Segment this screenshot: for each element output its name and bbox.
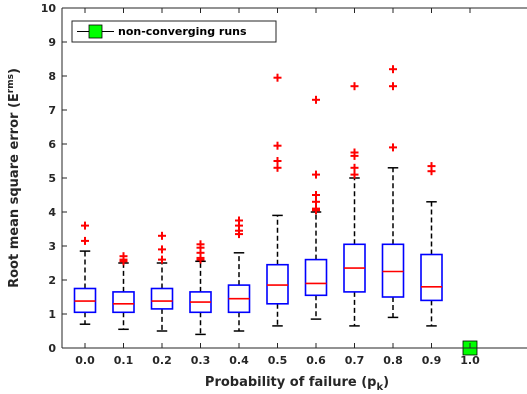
outlier-point	[273, 141, 282, 150]
outlier-point	[273, 163, 282, 172]
x-axis-label-subscript: k	[376, 382, 383, 393]
x-tick-label: 0.7	[345, 354, 365, 367]
outlier-point	[158, 255, 166, 264]
outlier-point	[119, 252, 128, 261]
box	[266, 263, 289, 305]
outlier-point	[389, 65, 397, 74]
outlier-point	[81, 236, 89, 245]
box	[150, 287, 174, 310]
x-tick-label: 0.0	[75, 354, 95, 367]
box	[112, 291, 135, 314]
y-tick-label: 6	[48, 138, 56, 151]
outlier-point	[312, 204, 320, 213]
box-group-0.8	[381, 65, 405, 319]
outlier-point	[273, 157, 282, 165]
outlier-point	[81, 221, 89, 230]
outlier-point	[312, 191, 320, 199]
outlier-point	[312, 197, 320, 206]
box	[381, 243, 405, 298]
x-tick-label: 0.1	[114, 354, 134, 367]
y-tick-label: 9	[48, 36, 56, 49]
outlier-point	[350, 170, 359, 179]
x-tick-label: 0.5	[268, 354, 288, 367]
outlier-point	[389, 82, 397, 91]
x-tick-label: 0.8	[383, 354, 403, 367]
outlier-point	[235, 216, 243, 225]
y-tick-label: 5	[48, 172, 56, 185]
outlier-point	[312, 170, 320, 179]
box-group-0.0	[73, 221, 97, 325]
outlier-point	[158, 231, 166, 240]
box-group-0.1	[112, 252, 135, 331]
plot-area	[62, 8, 527, 348]
box-group-0.3	[189, 240, 212, 336]
y-tick-label: 1	[48, 308, 56, 321]
outlier-point	[196, 240, 205, 249]
x-axis-label-main: Probability of failure (p	[205, 375, 377, 390]
legend-marker-green-square	[88, 24, 103, 39]
outlier-point	[158, 245, 166, 254]
legend-entry-label: non-converging runs	[118, 25, 247, 38]
x-tick-label: 0.3	[191, 354, 211, 367]
outlier-point	[312, 95, 320, 104]
x-tick-label: 1.0	[460, 354, 480, 367]
box	[420, 253, 443, 302]
y-axis-label-main: Root mean square error (E	[7, 93, 22, 288]
y-tick-label: 10	[41, 2, 57, 15]
ticks-layer: 0 1 2 3 4 5 6 7 8 9 10 0.0 0.1 0.2 0.3 0.4 0.5 0.6 0.7 0.8 0…	[41, 2, 480, 367]
y-tick-label: 0	[48, 342, 56, 355]
x-axis-label-end: )	[383, 375, 389, 390]
box-group-0.7	[343, 82, 366, 327]
box-group-0.9	[420, 162, 443, 327]
plot-background	[62, 8, 527, 348]
x-tick-label: 0.4	[229, 354, 249, 367]
y-tick-label: 7	[48, 104, 56, 117]
box-group-0.5	[266, 73, 289, 327]
box-group-0.4	[227, 216, 251, 332]
x-tick-label: 0.9	[422, 354, 442, 367]
outlier-point	[389, 143, 397, 152]
outlier-point	[350, 148, 359, 157]
y-axis-label-superscript: rms	[6, 74, 16, 93]
y-tick-label: 3	[48, 240, 56, 253]
outlier-point	[427, 162, 436, 171]
x-tick-label: 0.2	[152, 354, 172, 367]
x-axis-label: Probability of failure (pk)	[205, 375, 389, 393]
y-tick-label: 8	[48, 70, 56, 83]
y-tick-label: 4	[48, 206, 56, 219]
outlier-point	[273, 73, 282, 82]
legend-box	[71, 20, 277, 43]
y-axis-label-end: )	[7, 68, 22, 74]
outlier-point	[350, 163, 359, 172]
box-group-0.2	[150, 231, 174, 332]
box-group-0.6	[304, 95, 328, 320]
x-tick-label: 0.6	[306, 354, 326, 367]
y-tick-label: 2	[48, 274, 56, 287]
outlier-point	[350, 82, 359, 91]
box	[304, 258, 328, 297]
y-axis-label: Root mean square error (Erms)	[6, 68, 22, 288]
legend: non-converging runs	[71, 20, 277, 43]
